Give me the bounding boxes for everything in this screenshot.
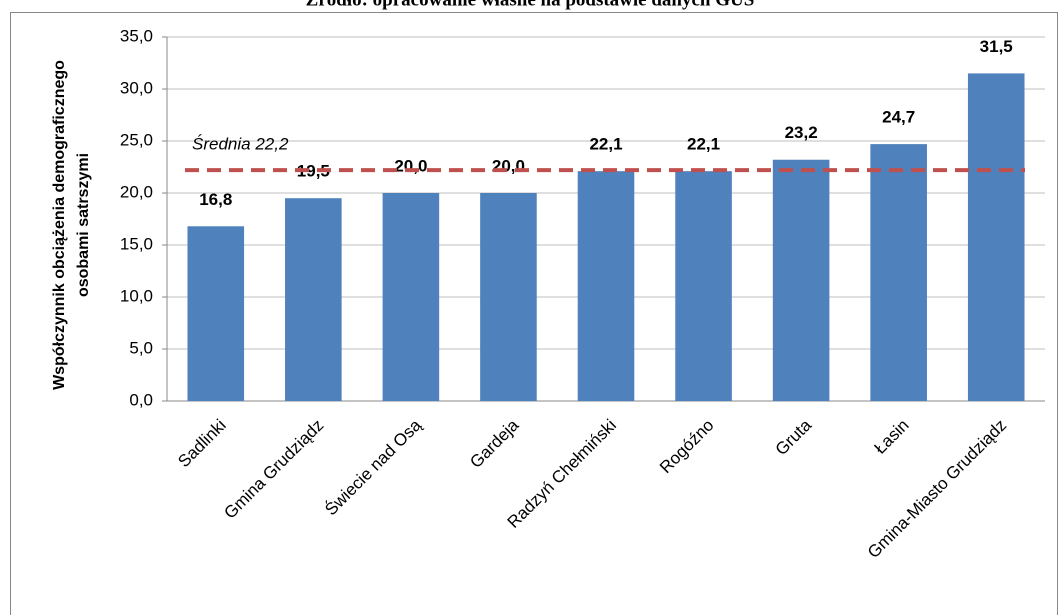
y-tick-label: 0,0 [129, 390, 153, 409]
y-tick-label: 15,0 [120, 234, 153, 253]
bar [382, 193, 440, 401]
chart-title: Źródło: opracowanie własne na podstawie … [306, 0, 755, 10]
value-label: 20,0 [492, 156, 525, 175]
x-tick-label: Świecie nad Osą [321, 415, 425, 519]
x-tick-label: Gardeja [466, 415, 523, 472]
x-tick-label: Sadlinki [174, 416, 230, 472]
bar [187, 226, 245, 401]
value-label: 20,0 [394, 156, 427, 175]
value-label: 16,8 [199, 190, 232, 209]
value-label: 23,2 [785, 123, 818, 142]
bar [285, 198, 342, 401]
y-axis-title: Współczynnik obciążenia demograficznego … [51, 60, 92, 390]
bar [967, 73, 1025, 402]
average-label: Średnia 22,2 [192, 135, 289, 154]
y-tick-label: 5,0 [129, 338, 153, 357]
y-tick-label: 35,0 [120, 26, 153, 45]
value-label: 24,7 [882, 108, 915, 127]
y-tick-label: 10,0 [120, 286, 153, 305]
bar [480, 193, 537, 401]
y-axis-title-line: Współczynnik obciążenia demograficznego [51, 60, 68, 390]
chart-frame [10, 12, 1058, 615]
bar [772, 159, 830, 401]
y-axis-title-line: osobami satrszymi [75, 153, 92, 297]
value-label: 22,1 [687, 135, 720, 154]
y-tick-label: 25,0 [120, 130, 153, 149]
x-tick-label: Gruta [772, 415, 816, 459]
value-label: 31,5 [980, 37, 1013, 56]
y-tick-label: 20,0 [120, 182, 153, 201]
y-tick-label: 30,0 [120, 78, 153, 97]
value-label: 22,1 [589, 135, 622, 154]
x-tick-label: Rogóźno [656, 416, 718, 478]
x-tick-label: Radzyń Chełmiński [504, 416, 620, 532]
x-tick-label: Gmina Grudziądz [220, 416, 327, 523]
bar [675, 171, 732, 401]
x-tick-label: Łasin [870, 416, 912, 458]
value-label: 19,5 [297, 162, 330, 181]
bar [577, 171, 635, 401]
bar [870, 144, 927, 401]
